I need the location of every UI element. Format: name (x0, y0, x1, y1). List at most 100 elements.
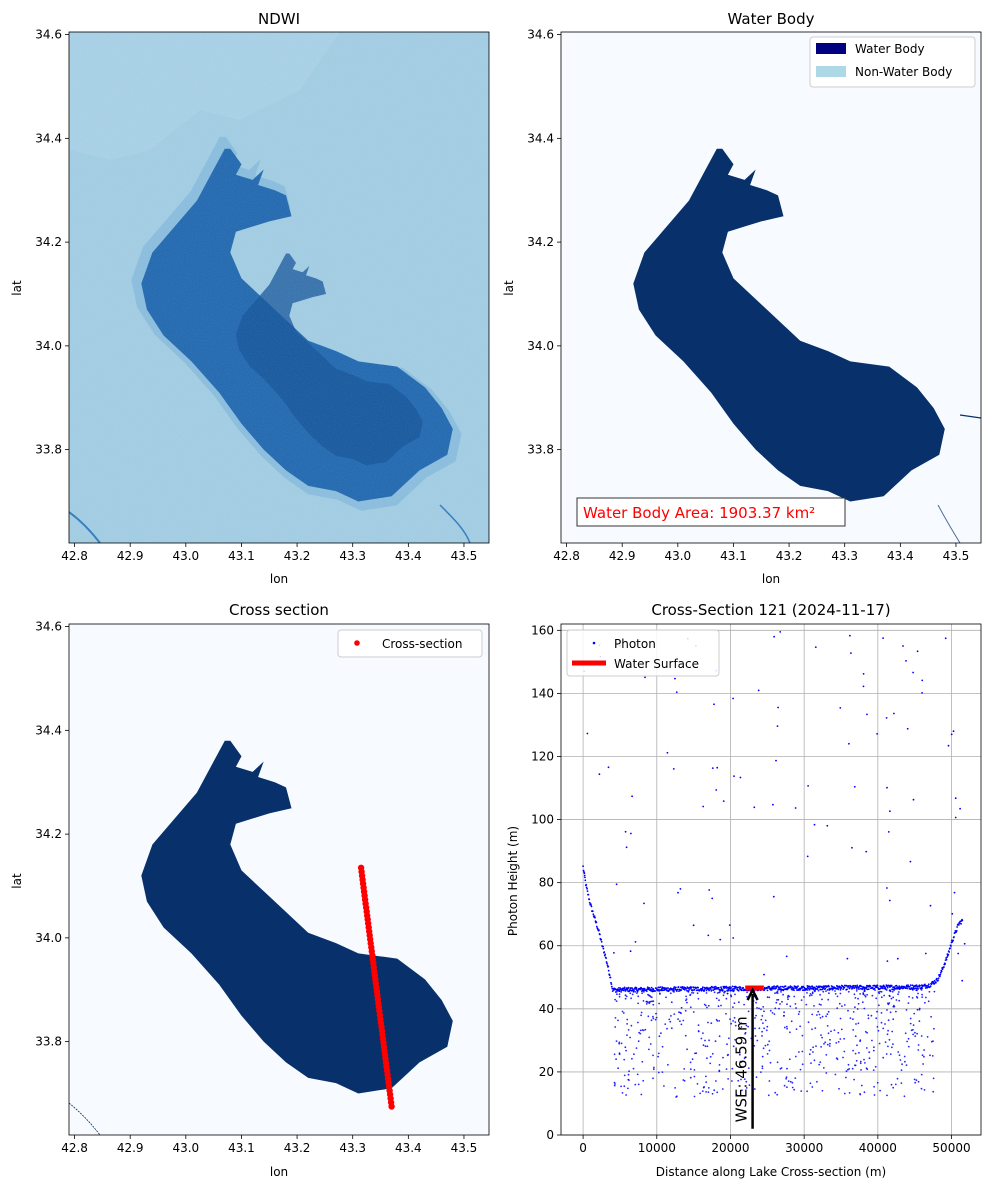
photon-point (766, 1043, 769, 1046)
photon-point (713, 1089, 716, 1092)
photon-point (671, 989, 674, 991)
photon-point (689, 1076, 692, 1079)
profile-background (561, 624, 981, 1135)
photon-point (853, 1078, 855, 1081)
photon-point (660, 1032, 662, 1035)
photon-point (734, 1021, 737, 1023)
water-ylabel: lat (502, 280, 516, 296)
photon-point (617, 989, 620, 992)
photon-point (676, 1095, 678, 1098)
photon-point (725, 1068, 728, 1070)
photon-point (734, 1024, 737, 1027)
photon-point (789, 1005, 792, 1008)
photon-point (761, 1065, 764, 1068)
area-annotation: Water Body Area: 1903.37 km² (583, 504, 815, 522)
photon-point (801, 1050, 804, 1053)
photon-point (686, 1001, 688, 1004)
photon-point (705, 1091, 707, 1093)
photon-point (724, 990, 727, 993)
photon-point (786, 996, 789, 999)
photon-point (645, 1000, 648, 1003)
photon-point (929, 985, 932, 988)
photon-point (908, 986, 911, 988)
water-body-river (937, 504, 961, 543)
photon-point (917, 1049, 920, 1051)
photon-point (820, 1034, 822, 1036)
photon-point (876, 1010, 878, 1013)
photon-point (593, 915, 596, 917)
photon-point (885, 717, 888, 719)
photon-point (945, 958, 948, 961)
photon-point (824, 987, 827, 990)
photon-point (895, 984, 898, 987)
photon-point (703, 1003, 706, 1006)
photon-point (795, 1007, 797, 1009)
photon-point (602, 947, 605, 950)
photon-point (879, 990, 882, 993)
photon-point (655, 987, 658, 990)
photon-point (634, 1083, 637, 1086)
photon-point (845, 984, 848, 987)
photon-point (607, 766, 610, 769)
photon-point (886, 887, 888, 889)
photon-point (727, 1078, 729, 1080)
photon-point (893, 712, 895, 715)
photon-point (657, 1055, 659, 1058)
photon-point (760, 1018, 763, 1021)
photon-point (666, 1027, 668, 1030)
photon-point (667, 987, 669, 989)
photon-point (670, 1015, 672, 1017)
photon-point (858, 988, 860, 990)
photon-point (855, 1059, 858, 1062)
photon-point (809, 1048, 812, 1051)
photon-point (768, 985, 771, 988)
photon-point (729, 986, 731, 988)
photon-point (818, 1013, 821, 1016)
photon-point (886, 786, 888, 789)
photon-point (613, 1084, 616, 1087)
photon-point (737, 989, 740, 992)
photon-point (921, 996, 924, 998)
cross-xlabel: lon (270, 1165, 288, 1179)
photon-point (843, 986, 846, 989)
photon-point (917, 992, 919, 995)
photon-point (779, 1003, 781, 1005)
photon-point (730, 994, 732, 997)
photon-point (893, 989, 895, 992)
photon-point (899, 1059, 902, 1061)
photon-point (762, 1022, 764, 1024)
photon-point (664, 1023, 667, 1025)
photon-point (744, 1032, 746, 1035)
xtick-label: 43.1 (228, 549, 255, 563)
photon-point (692, 924, 695, 927)
photon-point (707, 1004, 710, 1007)
photon-point (816, 1080, 818, 1083)
photon-point (944, 963, 947, 965)
photon-point (797, 985, 799, 987)
photon-point (806, 855, 809, 858)
photon-point (721, 989, 724, 991)
photon-point (614, 998, 616, 1001)
photon-point (627, 1029, 630, 1031)
photon-point (878, 1042, 881, 1045)
photon-point (786, 1086, 788, 1089)
photon-point (722, 1056, 724, 1059)
photon-point (658, 992, 661, 995)
photon-point (776, 985, 779, 988)
photon-point (660, 989, 663, 992)
photon-point (776, 725, 779, 727)
photon-point (843, 1004, 846, 1006)
photon-point (898, 1054, 901, 1056)
photon-point (930, 1040, 933, 1043)
photon-point (877, 1029, 880, 1032)
photon-point (881, 987, 884, 990)
photon-point (606, 964, 609, 966)
photon-point (702, 1032, 704, 1034)
photon-point (921, 987, 924, 989)
photon-point (721, 1088, 724, 1090)
photon-point (582, 865, 584, 868)
photon-point (630, 1024, 633, 1027)
photon-point (932, 981, 935, 983)
photon-point (778, 1007, 780, 1010)
photon-point (785, 1076, 788, 1079)
